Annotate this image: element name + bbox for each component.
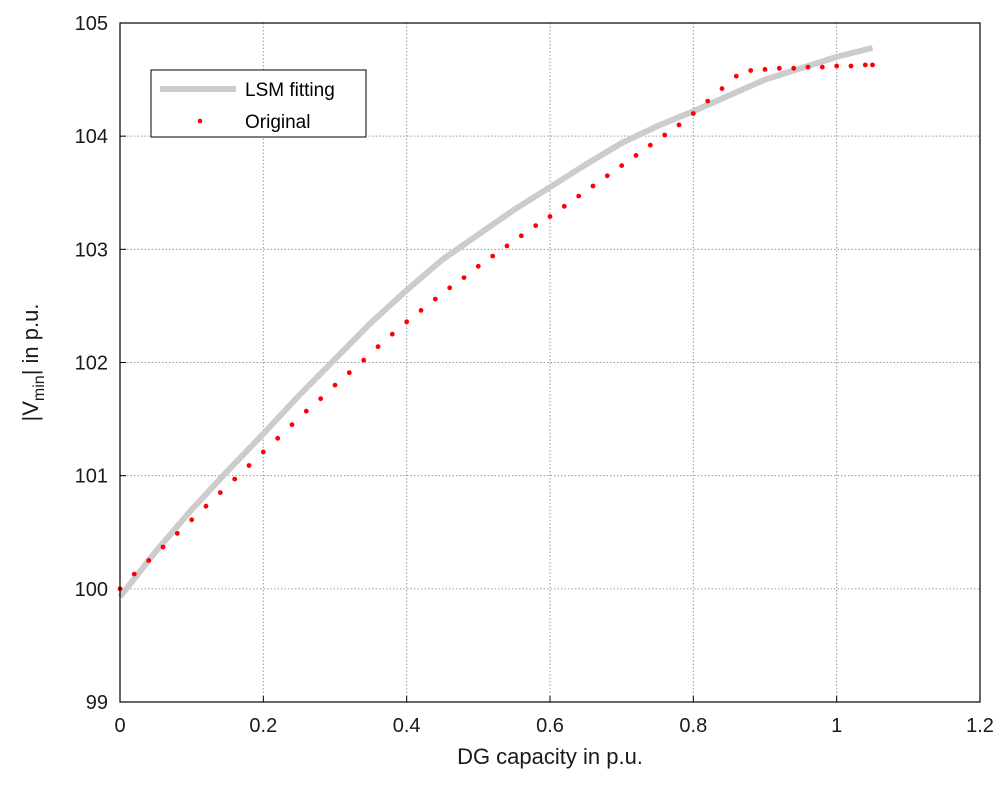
data-point-original xyxy=(217,490,223,495)
plot-frame xyxy=(119,22,981,703)
data-point-original xyxy=(131,571,137,577)
data-point-original xyxy=(461,275,467,280)
y-axis-title-subscript: min xyxy=(31,375,48,401)
data-point-original xyxy=(590,183,596,189)
data-point-original xyxy=(533,223,539,229)
x-axis-title: DG capacity in p.u. xyxy=(457,744,643,769)
data-point-original xyxy=(232,476,238,482)
data-point-original xyxy=(303,408,309,414)
data-point-original xyxy=(490,253,496,259)
data-point-original xyxy=(561,203,567,209)
data-point-original xyxy=(776,65,782,71)
x-tick-label: 0.4 xyxy=(393,715,421,737)
data-point-original xyxy=(662,132,668,138)
data-point-original xyxy=(762,67,768,72)
y-tick-label: 100 xyxy=(75,579,108,601)
data-point-original xyxy=(647,142,653,148)
data-point-original xyxy=(475,263,481,269)
data-point-original xyxy=(189,517,195,523)
y-tick-label: 99 xyxy=(86,692,108,714)
legend-box xyxy=(150,69,367,138)
data-point-original xyxy=(576,193,582,199)
x-tick-label: 0.6 xyxy=(536,715,564,737)
x-tick-label: 1 xyxy=(831,715,842,737)
data-point-original xyxy=(275,435,281,441)
data-point-original xyxy=(633,153,639,158)
y-tick-label: 105 xyxy=(75,13,108,35)
y-axis-title-prefix: |V xyxy=(18,401,43,422)
data-point-original xyxy=(404,319,410,325)
data-point-original xyxy=(690,111,696,116)
data-point-original xyxy=(389,331,395,337)
data-point-original xyxy=(361,357,367,363)
legend-swatch-original xyxy=(197,118,203,124)
data-point-original xyxy=(246,463,252,468)
data-point-original xyxy=(146,558,152,563)
tick-labels: 0 0.2 0.4 0.6 0.8 1 1.2 99 100 101 102 103 104 105 xyxy=(75,13,994,737)
series-line-lsm-fitting xyxy=(117,44,874,599)
data-point-original xyxy=(834,63,840,69)
legend-label-lsm-fitting: LSM fitting xyxy=(245,80,335,101)
data-point-original xyxy=(604,173,610,179)
data-point-original xyxy=(518,233,524,239)
data-point-original xyxy=(719,86,725,91)
data-point-original xyxy=(870,62,875,68)
data-point-original xyxy=(619,163,625,169)
data-point-original xyxy=(805,64,811,70)
y-axis-title: |Vmin| in p.u. xyxy=(18,304,48,422)
data-point-original xyxy=(862,62,868,68)
data-point-original xyxy=(432,296,438,302)
data-point-original xyxy=(260,449,266,455)
x-tick-label: 1.2 xyxy=(966,715,994,737)
data-point-original xyxy=(733,73,739,79)
data-point-original xyxy=(160,544,166,550)
data-point-original xyxy=(748,68,754,73)
legend-label-original: Original xyxy=(245,112,310,133)
data-point-original xyxy=(504,243,510,249)
data-point-original xyxy=(318,396,324,402)
x-tick-label: 0.8 xyxy=(679,715,707,737)
data-point-original xyxy=(203,503,209,509)
x-tick-label: 0 xyxy=(114,715,125,737)
data-point-original xyxy=(289,422,295,428)
data-point-original xyxy=(418,308,424,313)
data-point-original xyxy=(791,65,797,71)
data-point-original xyxy=(346,370,352,376)
data-point-original xyxy=(547,214,553,219)
data-point-original xyxy=(848,63,854,69)
y-axis-title-suffix: | in p.u. xyxy=(18,304,43,376)
data-point-original xyxy=(705,98,711,104)
y-tick-label: 104 xyxy=(75,126,108,148)
data-point-original xyxy=(332,382,338,388)
legend: LSM fitting Original xyxy=(150,69,367,138)
y-tick-label: 103 xyxy=(75,239,108,261)
data-point-original xyxy=(375,344,381,350)
y-tick-label: 101 xyxy=(75,466,108,488)
data-point-original xyxy=(676,122,682,128)
data-point-original xyxy=(174,531,180,536)
y-tick-label: 102 xyxy=(75,353,108,375)
data-point-original xyxy=(819,64,825,70)
x-tick-label: 0.2 xyxy=(249,715,277,737)
series-layer xyxy=(117,44,875,599)
data-point-original xyxy=(447,285,453,291)
